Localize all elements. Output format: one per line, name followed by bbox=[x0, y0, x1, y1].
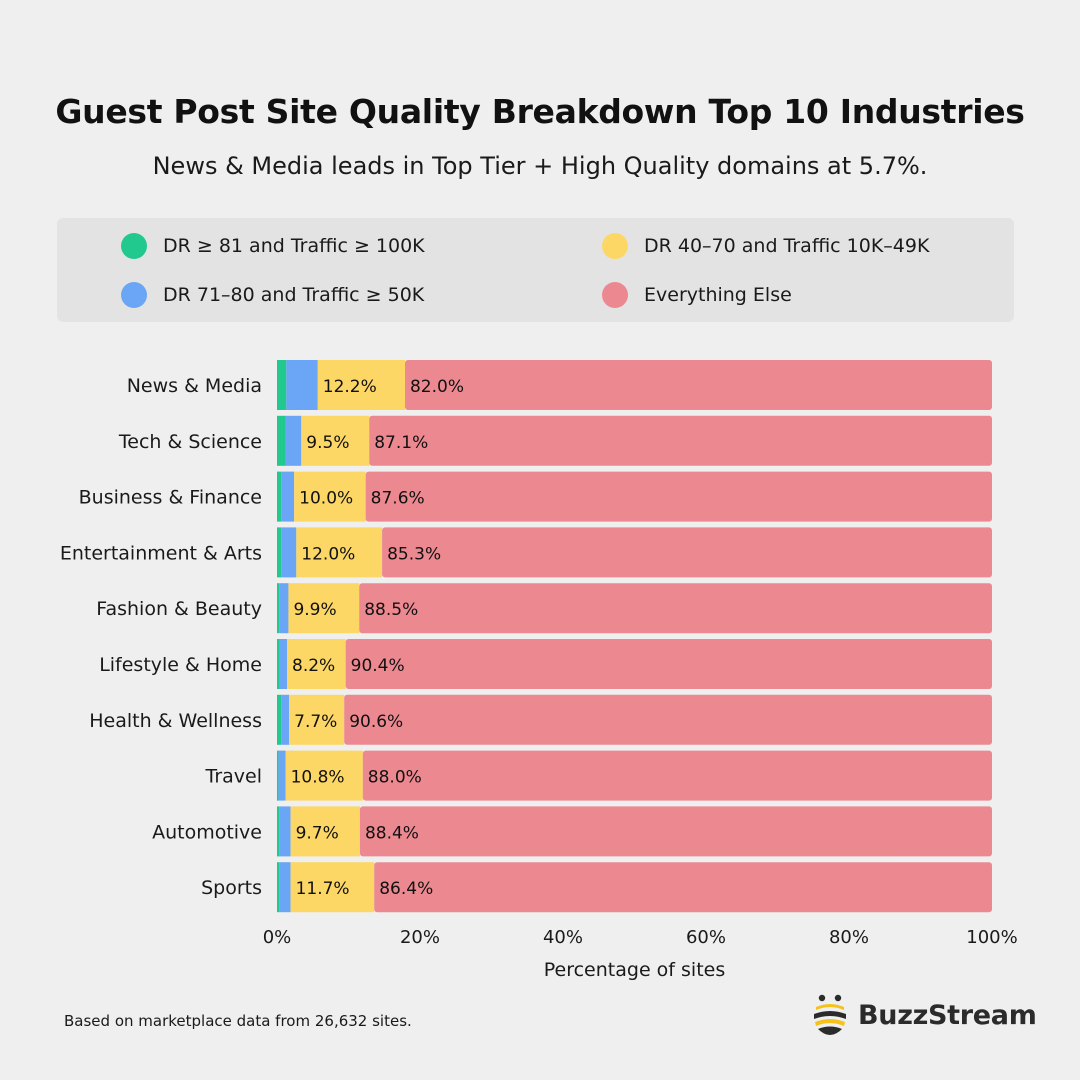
bar-segment-entertainment-arts-3 bbox=[382, 527, 993, 578]
legend-label-top-tier: DR ≥ 81 and Traffic ≥ 100K bbox=[163, 235, 425, 257]
data-label-automotive-2: 9.7% bbox=[296, 823, 339, 843]
bar-segment-sports-3 bbox=[374, 862, 992, 913]
legend-item-everything-else: Everything Else bbox=[602, 282, 792, 308]
legend-item-mid-tier: DR 40–70 and Traffic 10K–49K bbox=[602, 233, 929, 259]
bar-segment-entertainment-arts-2 bbox=[296, 527, 383, 578]
data-label-sports-2: 11.7% bbox=[296, 879, 350, 899]
data-label-entertainment-arts-3: 85.3% bbox=[387, 544, 441, 564]
bar-segment-sports-0 bbox=[277, 862, 280, 913]
brand-logo: BuzzStream bbox=[812, 990, 1037, 1040]
bar-segment-business-finance-0 bbox=[277, 471, 282, 522]
data-label-lifestyle-home-2: 8.2% bbox=[292, 656, 335, 676]
data-label-tech-science-3: 87.1% bbox=[374, 433, 428, 453]
data-label-travel-3: 88.0% bbox=[368, 768, 422, 788]
category-label-travel: Travel bbox=[205, 766, 262, 788]
data-label-news-media-3: 82.0% bbox=[410, 377, 464, 397]
bar-segment-entertainment-arts-0 bbox=[277, 527, 282, 578]
data-label-fashion-beauty-3: 88.5% bbox=[364, 600, 418, 620]
chart-subtitle: News & Media leads in Top Tier + High Qu… bbox=[152, 152, 928, 180]
data-label-health-wellness-2: 7.7% bbox=[294, 712, 337, 732]
bar-segment-automotive-0 bbox=[277, 806, 280, 857]
legend-swatch-mid-tier bbox=[602, 233, 628, 259]
bar-segment-fashion-beauty-1 bbox=[279, 583, 289, 634]
bar-segment-news-media-2 bbox=[317, 360, 405, 410]
legend-swatch-high-quality bbox=[121, 282, 147, 308]
bar-segment-sports-2 bbox=[290, 862, 375, 913]
data-label-business-finance-3: 87.6% bbox=[371, 489, 425, 509]
category-label-news-media: News & Media bbox=[127, 375, 262, 397]
bar-segment-business-finance-2 bbox=[294, 471, 366, 522]
bar-segment-health-wellness-3 bbox=[344, 694, 993, 745]
bar-segment-health-wellness-0 bbox=[277, 694, 282, 745]
footnote: Based on marketplace data from 26,632 si… bbox=[64, 1012, 412, 1030]
legend-label-mid-tier: DR 40–70 and Traffic 10K–49K bbox=[644, 235, 930, 257]
x-tick-label: 0% bbox=[263, 927, 292, 948]
bee-logo-icon bbox=[814, 994, 846, 1035]
data-label-health-wellness-3: 90.6% bbox=[349, 712, 403, 732]
data-label-travel-2: 10.8% bbox=[291, 768, 345, 788]
bar-segment-travel-2 bbox=[285, 750, 363, 801]
x-tick-label: 100% bbox=[966, 927, 1017, 948]
bar-segment-tech-science-3 bbox=[369, 415, 992, 466]
data-label-lifestyle-home-3: 90.4% bbox=[351, 656, 405, 676]
bar-segment-travel-0 bbox=[277, 750, 279, 801]
bar-segment-lifestyle-home-1 bbox=[279, 639, 288, 689]
x-tick-label: 20% bbox=[400, 927, 440, 948]
bar-segment-fashion-beauty-3 bbox=[359, 583, 993, 634]
x-tick-label: 40% bbox=[543, 927, 583, 948]
legend-item-high-quality: DR 71–80 and Traffic ≥ 50K bbox=[121, 282, 424, 308]
category-label-lifestyle-home: Lifestyle & Home bbox=[99, 654, 262, 676]
brand-name: BuzzStream bbox=[858, 999, 1037, 1031]
data-label-business-finance-2: 10.0% bbox=[299, 489, 353, 509]
bar-segment-health-wellness-2 bbox=[289, 694, 345, 745]
bar-segment-fashion-beauty-2 bbox=[288, 583, 360, 634]
x-axis-label: Percentage of sites bbox=[544, 959, 726, 981]
bar-segment-lifestyle-home-0 bbox=[277, 639, 280, 689]
data-label-sports-3: 86.4% bbox=[379, 879, 433, 899]
bar-segment-travel-3 bbox=[362, 750, 992, 801]
chart-title: Guest Post Site Quality Breakdown Top 10… bbox=[55, 92, 1025, 131]
x-tick-label: 80% bbox=[829, 927, 869, 948]
legend: DR ≥ 81 and Traffic ≥ 100K DR 71–80 and … bbox=[57, 218, 1014, 322]
category-label-entertainment-arts: Entertainment & Arts bbox=[60, 542, 262, 564]
bar-segment-entertainment-arts-1 bbox=[281, 527, 297, 578]
bar-segment-automotive-3 bbox=[359, 806, 992, 857]
legend-swatch-top-tier bbox=[121, 233, 147, 259]
category-label-automotive: Automotive bbox=[152, 821, 262, 843]
bar-segment-business-finance-3 bbox=[365, 471, 992, 522]
bar-segment-news-media-1 bbox=[286, 360, 318, 410]
bar-segment-tech-science-1 bbox=[285, 415, 302, 466]
category-label-business-finance: Business & Finance bbox=[79, 487, 262, 509]
category-label-tech-science: Tech & Science bbox=[118, 431, 262, 453]
bar-segment-tech-science-0 bbox=[277, 415, 286, 466]
data-label-entertainment-arts-2: 12.0% bbox=[301, 544, 355, 564]
category-label-sports: Sports bbox=[201, 877, 262, 899]
bar-segment-automotive-2 bbox=[290, 806, 360, 857]
legend-item-top-tier: DR ≥ 81 and Traffic ≥ 100K bbox=[121, 233, 425, 259]
legend-label-everything-else: Everything Else bbox=[644, 284, 792, 306]
bar-segment-news-media-0 bbox=[277, 360, 287, 410]
bar-segment-tech-science-2 bbox=[301, 415, 370, 466]
bar-segment-lifestyle-home-3 bbox=[345, 639, 992, 689]
data-label-news-media-2: 12.2% bbox=[323, 377, 377, 397]
x-tick-label: 60% bbox=[686, 927, 726, 948]
data-label-fashion-beauty-2: 9.9% bbox=[293, 600, 336, 620]
category-label-health-wellness: Health & Wellness bbox=[89, 710, 262, 732]
bar-segment-business-finance-1 bbox=[281, 471, 295, 522]
bar-segment-sports-1 bbox=[279, 862, 291, 913]
bar-segment-automotive-1 bbox=[279, 806, 291, 857]
category-label-fashion-beauty: Fashion & Beauty bbox=[96, 598, 262, 620]
legend-label-high-quality: DR 71–80 and Traffic ≥ 50K bbox=[163, 284, 425, 306]
data-label-tech-science-2: 9.5% bbox=[306, 433, 349, 453]
bar-segment-lifestyle-home-2 bbox=[287, 639, 346, 689]
bar-segment-fashion-beauty-0 bbox=[277, 583, 280, 634]
bar-segment-news-media-3 bbox=[404, 360, 992, 410]
bar-segment-health-wellness-1 bbox=[281, 694, 290, 745]
data-label-automotive-3: 88.4% bbox=[365, 823, 419, 843]
legend-swatch-everything-else bbox=[602, 282, 628, 308]
bar-segment-travel-1 bbox=[278, 750, 286, 801]
